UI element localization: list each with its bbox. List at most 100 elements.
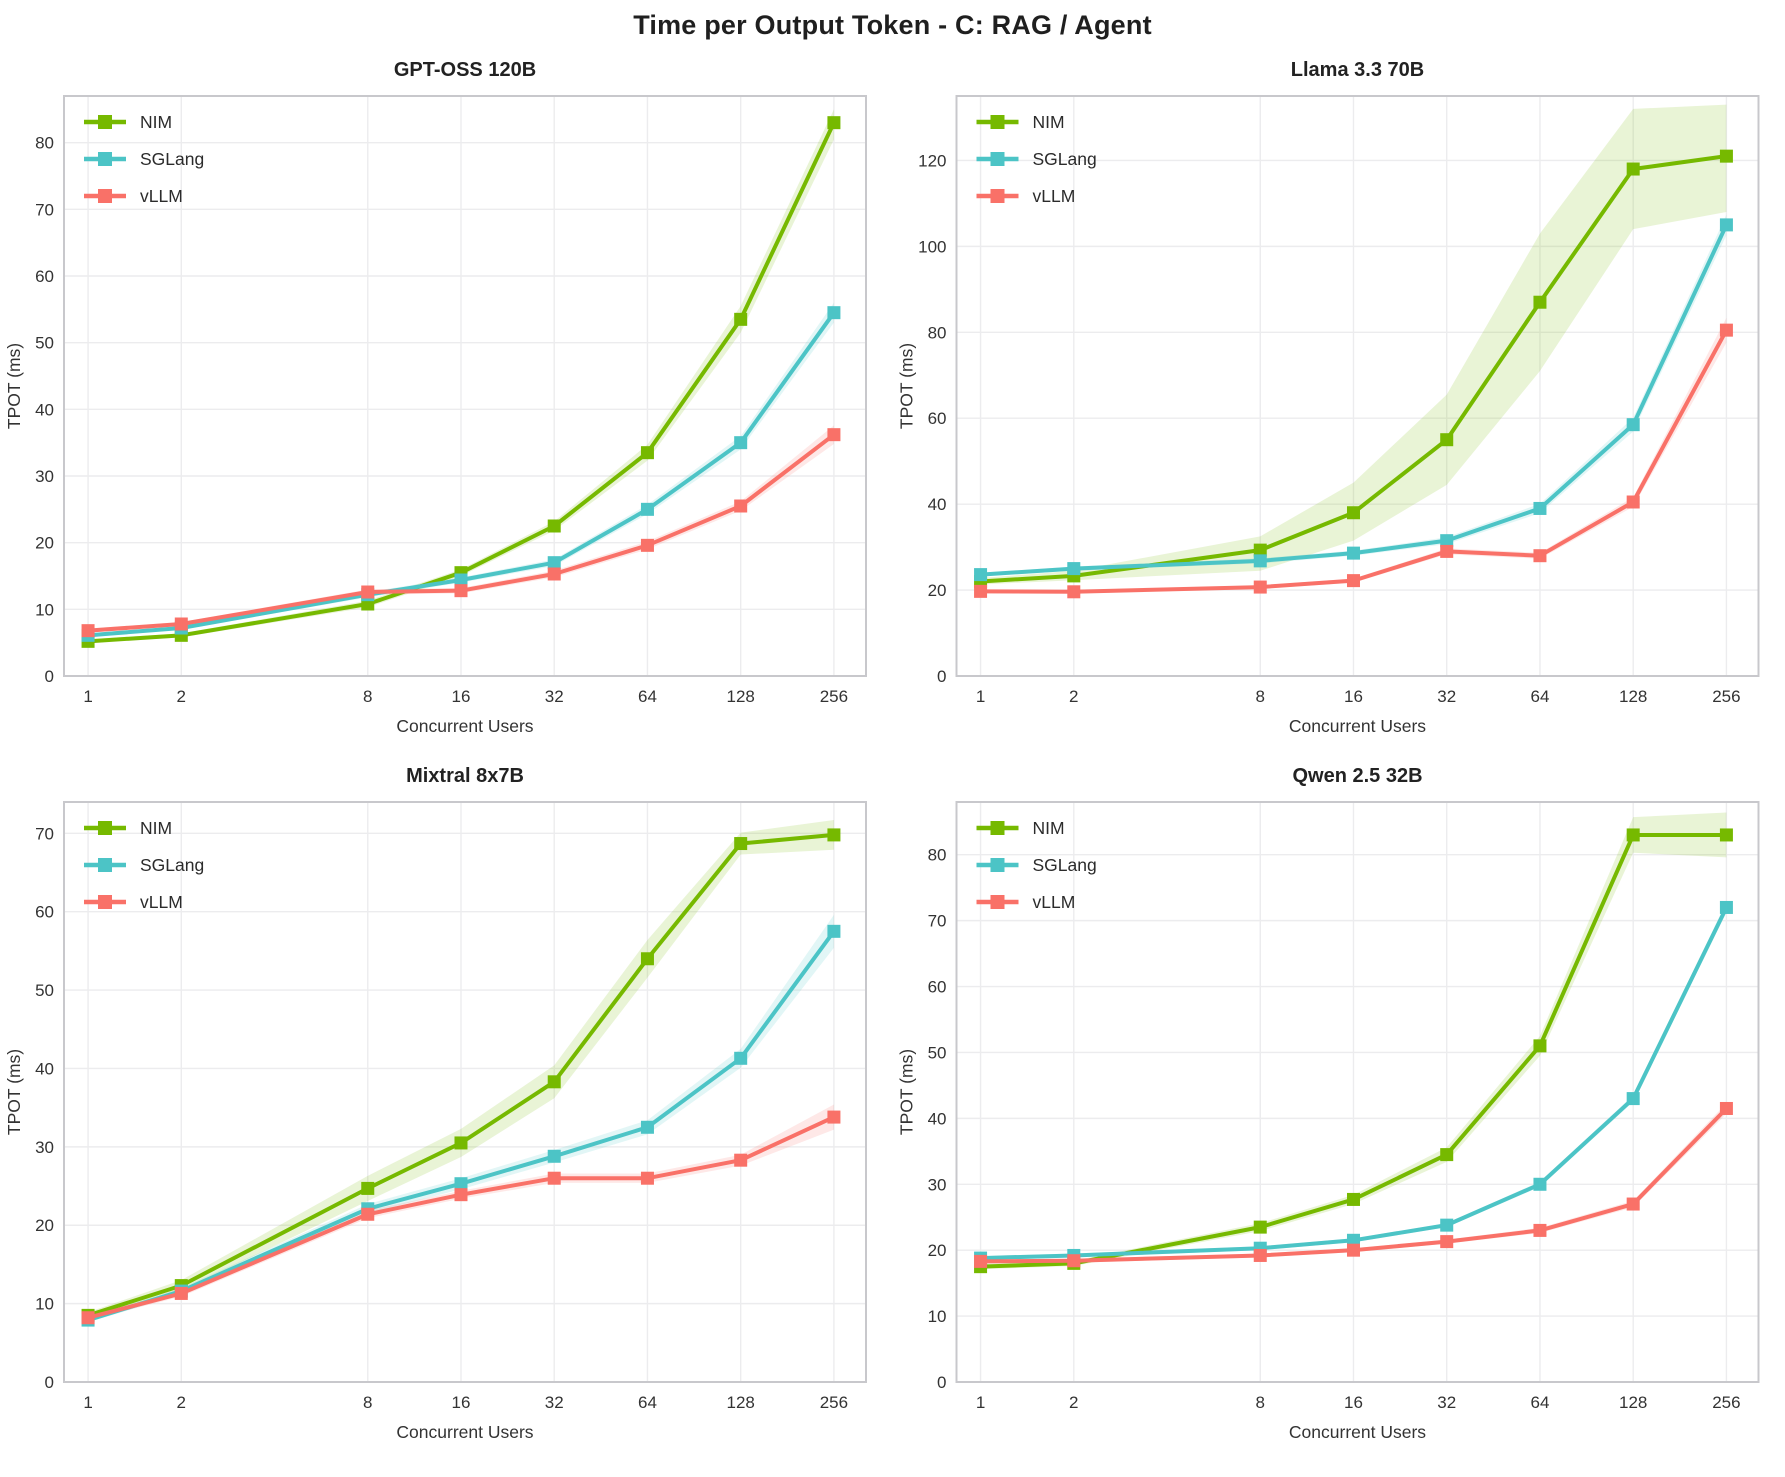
- data-point-marker: [1719, 218, 1733, 232]
- legend-square-marker: [98, 189, 112, 203]
- svg-text:0: 0: [937, 667, 946, 686]
- svg-text:50: 50: [35, 334, 54, 353]
- subplot-title: Llama 3.3 70B: [1291, 59, 1424, 81]
- svg-text:256: 256: [820, 687, 848, 706]
- legend-square-marker: [98, 115, 112, 129]
- data-point-marker: [454, 584, 468, 598]
- svg-text:60: 60: [928, 978, 947, 997]
- svg-text:32: 32: [1437, 687, 1456, 706]
- svg-text:30: 30: [35, 467, 54, 486]
- data-point-marker: [174, 1286, 188, 1300]
- svg-text:2: 2: [177, 687, 186, 706]
- data-point-marker: [1533, 1039, 1547, 1053]
- data-point-marker: [1533, 1223, 1547, 1237]
- x-axis-label: Concurrent Users: [396, 1422, 533, 1442]
- data-point-marker: [454, 573, 468, 587]
- svg-text:30: 30: [35, 1138, 54, 1157]
- x-axis-label: Concurrent Users: [1289, 716, 1426, 736]
- gridlines: [956, 802, 1759, 1383]
- data-point-marker: [827, 306, 841, 320]
- data-point-marker: [1253, 1220, 1267, 1234]
- data-point-marker: [547, 1149, 561, 1163]
- svg-text:120: 120: [918, 151, 946, 170]
- legend-square-marker: [990, 189, 1005, 203]
- legend-label: NIM: [1033, 112, 1065, 132]
- legend-square-marker: [990, 895, 1005, 909]
- svg-text:256: 256: [1712, 687, 1740, 706]
- data-point-marker: [974, 568, 988, 582]
- data-point-marker: [640, 1171, 654, 1185]
- data-point-marker: [547, 567, 561, 581]
- legend-label: SGLang: [140, 149, 204, 169]
- y-axis-label: TPOT (ms): [4, 1049, 24, 1135]
- svg-text:60: 60: [35, 903, 54, 922]
- svg-text:10: 10: [35, 1295, 54, 1314]
- data-point-marker: [640, 1120, 654, 1134]
- svg-text:64: 64: [1530, 687, 1549, 706]
- legend-label: NIM: [1033, 818, 1065, 838]
- svg-text:1: 1: [976, 687, 985, 706]
- series-vllm: [81, 1110, 841, 1325]
- svg-text:20: 20: [928, 1241, 947, 1260]
- data-point-marker: [1533, 295, 1547, 309]
- series-vllm: [974, 1101, 1733, 1268]
- data-point-marker: [1626, 495, 1640, 509]
- data-point-marker: [640, 952, 654, 966]
- data-point-marker: [1067, 585, 1081, 599]
- y-axis: 0 10 20 30 40 50 60 70 80 TPOT (ms): [4, 134, 54, 686]
- data-point-marker: [1253, 543, 1267, 557]
- data-point-marker: [547, 1075, 561, 1089]
- data-point-marker: [1533, 549, 1547, 563]
- plot-border: [955, 801, 1760, 1383]
- data-point-marker: [547, 1171, 561, 1185]
- svg-text:100: 100: [918, 237, 946, 256]
- legend: NIM SGLang vLLM: [84, 818, 204, 912]
- data-point-marker: [1719, 900, 1733, 914]
- data-point-marker: [1346, 1233, 1360, 1247]
- data-point-marker: [1533, 501, 1547, 515]
- svg-text:1: 1: [83, 687, 92, 706]
- legend-label: NIM: [140, 112, 172, 132]
- subplot-title: GPT-OSS 120B: [394, 59, 536, 81]
- data-point-marker: [734, 312, 748, 326]
- svg-text:8: 8: [363, 687, 372, 706]
- series-vllm: [81, 428, 841, 638]
- data-point-marker: [1626, 828, 1640, 842]
- data-point-marker: [1440, 534, 1454, 548]
- data-point-marker: [827, 116, 841, 130]
- svg-text:8: 8: [1256, 687, 1265, 706]
- subplot-title: Mixtral 8x7B: [406, 765, 524, 787]
- svg-text:70: 70: [928, 912, 947, 931]
- data-point-marker: [361, 585, 375, 599]
- data-point-marker: [1719, 828, 1733, 842]
- svg-text:10: 10: [928, 1307, 947, 1326]
- svg-text:0: 0: [45, 667, 54, 686]
- svg-text:16: 16: [1344, 687, 1363, 706]
- data-point-marker: [734, 1153, 748, 1167]
- data-point-marker: [81, 624, 95, 638]
- data-point-marker: [174, 617, 188, 631]
- svg-text:32: 32: [1437, 1393, 1456, 1412]
- legend-label: vLLM: [1033, 186, 1076, 206]
- legend-label: NIM: [140, 818, 172, 838]
- svg-text:10: 10: [35, 600, 54, 619]
- svg-text:80: 80: [928, 323, 947, 342]
- y-axis-label: TPOT (ms): [4, 343, 24, 429]
- confidence-band-nim: [980, 104, 1727, 585]
- legend: NIM SGLang vLLM: [84, 112, 204, 206]
- data-point-marker: [827, 428, 841, 442]
- legend-label: vLLM: [140, 892, 183, 912]
- plot-border: [955, 95, 1760, 677]
- subplot-mixtral-8x7b: 0 10 20 30 40 50 60 70 TPOT (ms) 1 2 8 16 32 64 128 256 C…: [0, 756, 892, 1462]
- data-point-marker: [974, 584, 988, 598]
- legend-label: vLLM: [140, 186, 183, 206]
- data-point-marker: [361, 1207, 375, 1221]
- svg-text:70: 70: [35, 200, 54, 219]
- svg-text:256: 256: [820, 1393, 848, 1412]
